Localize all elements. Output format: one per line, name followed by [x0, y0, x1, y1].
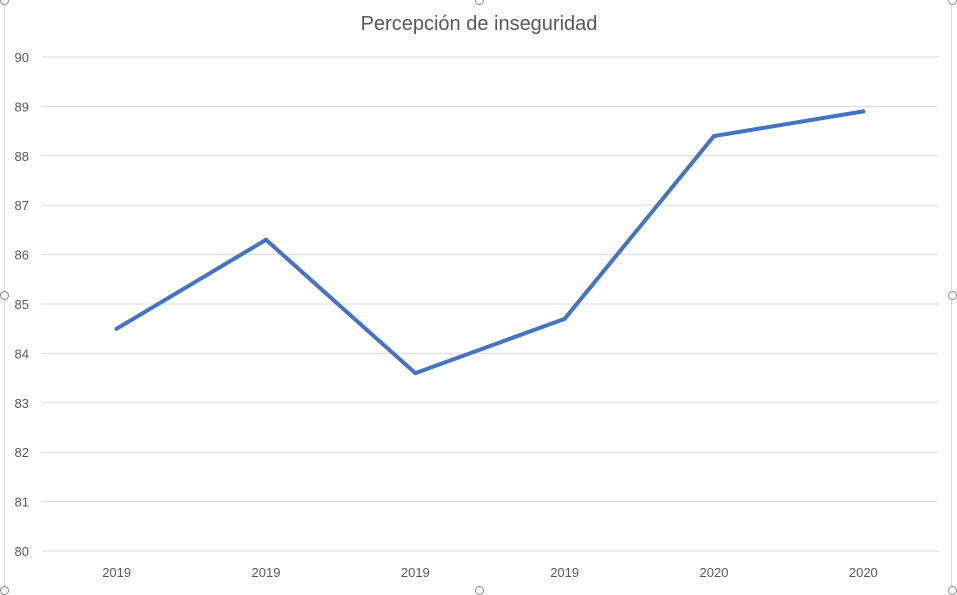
resize-handle-middle-right[interactable] — [948, 291, 957, 300]
y-tick-label: 85 — [15, 297, 29, 312]
series-line-0[interactable] — [114, 109, 866, 376]
chart-title: Percepción de inseguridad — [361, 13, 598, 35]
y-tick-label: 90 — [15, 50, 29, 65]
y-tick-label: 84 — [15, 346, 29, 361]
y-tick-label: 83 — [15, 396, 29, 411]
x-tick-label: 2019 — [252, 565, 281, 580]
x-tick-label: 2019 — [401, 565, 430, 580]
y-tick-label: 87 — [15, 198, 29, 213]
resize-handle-middle-left[interactable] — [0, 291, 9, 300]
data-point[interactable] — [712, 134, 716, 139]
x-tick-label: 2020 — [849, 565, 878, 580]
y-axis-ticks: 80 81 82 83 84 85 86 87 88 89 90 — [15, 50, 29, 559]
y-tick-label: 80 — [15, 544, 29, 559]
y-tick-label: 88 — [15, 149, 29, 164]
gridlines — [42, 56, 938, 552]
x-axis-ticks: 2019 2019 2019 2019 2020 2020 — [102, 565, 878, 580]
series-layer — [114, 109, 866, 376]
data-point[interactable] — [562, 316, 567, 321]
x-tick-label: 2019 — [550, 565, 579, 580]
data-point[interactable] — [413, 371, 418, 376]
resize-handle-top-center[interactable] — [475, 0, 484, 5]
data-point[interactable] — [264, 237, 268, 242]
y-tick-label: 89 — [15, 99, 29, 114]
resize-handle-top-left[interactable] — [0, 0, 9, 5]
data-point[interactable] — [114, 326, 119, 331]
data-point[interactable] — [861, 109, 866, 114]
y-tick-label: 82 — [15, 445, 29, 460]
x-tick-label: 2020 — [700, 565, 729, 580]
y-tick-label: 86 — [15, 248, 29, 263]
y-tick-label: 81 — [15, 495, 29, 510]
x-tick-label: 2019 — [102, 565, 131, 580]
